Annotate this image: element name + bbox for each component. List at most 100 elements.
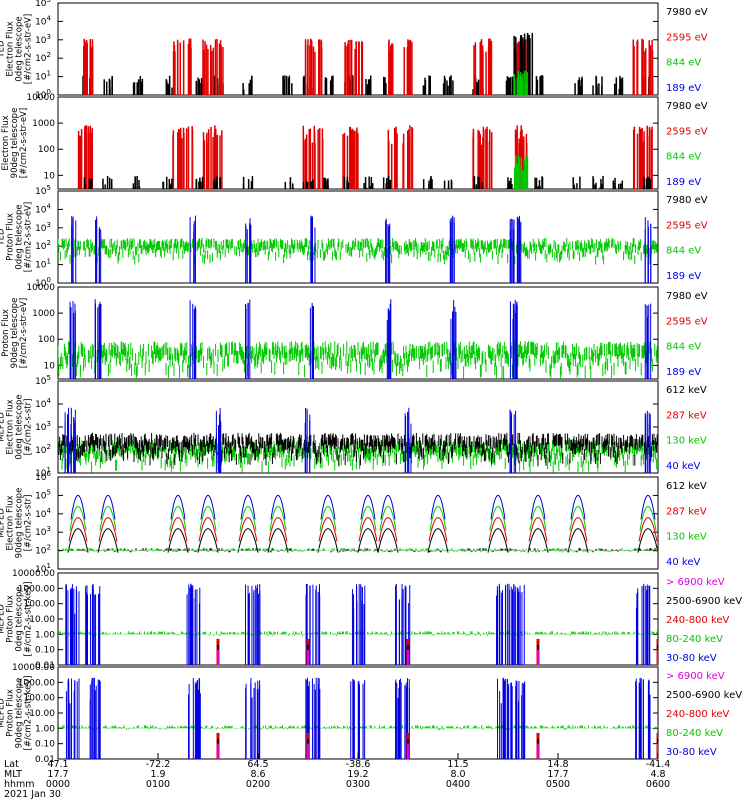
legend-entry: 7980 eV (666, 291, 708, 302)
y-tick-label: 104 (35, 202, 51, 215)
y-tick-label: 1000.00 (18, 584, 55, 594)
flux-hump (358, 517, 378, 542)
flux-hump (98, 517, 118, 542)
series-marks (77, 125, 653, 189)
flux-hump (319, 505, 337, 531)
y-axis-label-line: 90deg telescope (10, 298, 20, 369)
y-axis-label: MEPED Proton Flux 0deg telescope [#/cm2-s-s… (0, 582, 34, 657)
flux-hump (68, 517, 88, 542)
series-marks (58, 407, 658, 473)
panel-frame (57, 190, 659, 284)
flux-hump (170, 494, 186, 520)
series-marks (58, 494, 658, 553)
y-tick-label: 100.00 (24, 600, 56, 610)
legend-entry: 612 keV (666, 385, 707, 396)
legend-entry: 2500-6900 keV (666, 596, 742, 607)
legend-entry: 844 eV (666, 342, 701, 353)
y-tick-label: 100 (38, 335, 55, 345)
flux-hump (200, 494, 216, 520)
y-tick-label: 10000.00 (12, 569, 55, 579)
flux-hump (359, 505, 377, 531)
y-axis-label-line: [#/cm2-s-str] (24, 495, 34, 552)
y-axis-label-line: 0deg telescope (15, 586, 25, 651)
flux-hump (237, 528, 259, 553)
y-tick-label: 10000 (26, 93, 55, 103)
flux-hump (527, 528, 549, 553)
y-tick-label: 10 (44, 171, 56, 181)
flux-hump (380, 494, 396, 520)
y-axis-label-line: MEPED (0, 698, 7, 728)
y-axis-label-line: [#/cm2-s-str-keV] (24, 582, 34, 657)
y-axis-label-line: 0deg telescope (15, 394, 25, 459)
y-tick-label: 100 (35, 88, 51, 101)
flux-hump (100, 494, 116, 520)
series-marks (58, 677, 658, 759)
flux-hump (488, 517, 508, 542)
flux-hump (317, 528, 339, 553)
y-axis-label-line: MEPED (0, 604, 7, 634)
y-tick-label: 105 (35, 0, 51, 9)
flux-hump (528, 517, 548, 542)
y-tick-label: 105 (35, 184, 51, 197)
y-tick-label: 0.10 (35, 646, 55, 656)
y-tick-label: 104 (35, 397, 51, 410)
y-tick-label: 103 (35, 525, 51, 538)
legend-entry: 2595 eV (666, 316, 708, 327)
flux-hump (318, 517, 338, 542)
legend-entry: > 6900 keV (666, 577, 725, 588)
panel-frame (57, 476, 659, 570)
series-marks (58, 583, 658, 665)
y-tick-label: 10 (44, 361, 56, 371)
legend-entry: 612 keV (666, 481, 707, 492)
legend-entry: 80-240 keV (666, 634, 723, 645)
flux-hump (569, 505, 587, 531)
y-axis-label-line: 0deg telescope (15, 204, 25, 269)
y-tick-label: 102 (35, 239, 51, 252)
flux-hump (99, 505, 117, 531)
series-marks (82, 32, 654, 95)
y-tick-label: 102 (35, 51, 51, 64)
legend-entry: 2500-6900 keV (666, 690, 742, 701)
y-axis-label: TED Proton Flux 0deg telescope [#/cm2-s-str… (0, 202, 34, 272)
y-axis-label-line: TED (0, 228, 7, 247)
legend-entry: 40 keV (666, 461, 700, 472)
flux-hump (198, 517, 218, 542)
y-axis-label-line: [#/cm2-s-str] (24, 399, 34, 456)
flux-hump (67, 528, 89, 553)
y-axis-label-line: Proton Flux (6, 689, 16, 737)
flux-hump (638, 517, 658, 542)
legend-entry: 7980 eV (666, 195, 708, 206)
y-tick-label: 104 (35, 507, 51, 520)
flux-hump (70, 494, 86, 520)
flux-hump (360, 494, 376, 520)
y-axis-label: MEPED Electron Flux 90deg telescope [#/cm2-… (0, 488, 34, 559)
flux-hump (238, 517, 258, 542)
flux-hump (199, 505, 217, 531)
legend-entry: 844 eV (666, 152, 701, 163)
y-axis-label-line: [#/cm2-s-str-eV] (24, 14, 34, 84)
flux-hump (640, 494, 656, 520)
y-axis-label: MEPED Electron Flux 0deg telescope [#/cm2-s… (0, 394, 34, 459)
y-axis-label-line: 0deg telescope (15, 16, 25, 81)
flux-hump (570, 494, 586, 520)
flux-hump (489, 505, 507, 531)
y-tick-label: 10.00 (29, 709, 55, 719)
y-tick-label: 10000.00 (12, 663, 55, 673)
y-tick-label: 100.00 (24, 694, 56, 704)
y-tick-label: 103 (35, 420, 51, 433)
flux-hump (269, 505, 287, 531)
legend-entry: > 6900 keV (666, 671, 725, 682)
flux-hump (429, 505, 447, 531)
y-axis-label-line: Electron Flux (6, 399, 16, 454)
flux-hump (357, 528, 379, 553)
legend-entry: 189 eV (666, 271, 701, 282)
y-tick-label: 0.10 (35, 740, 55, 750)
legend-entry: 287 keV (666, 410, 707, 421)
y-axis-label-line: 90deg telescope (10, 108, 20, 179)
y-tick-label: 1000 (32, 309, 55, 319)
legend-entry: 80-240 keV (666, 728, 723, 739)
